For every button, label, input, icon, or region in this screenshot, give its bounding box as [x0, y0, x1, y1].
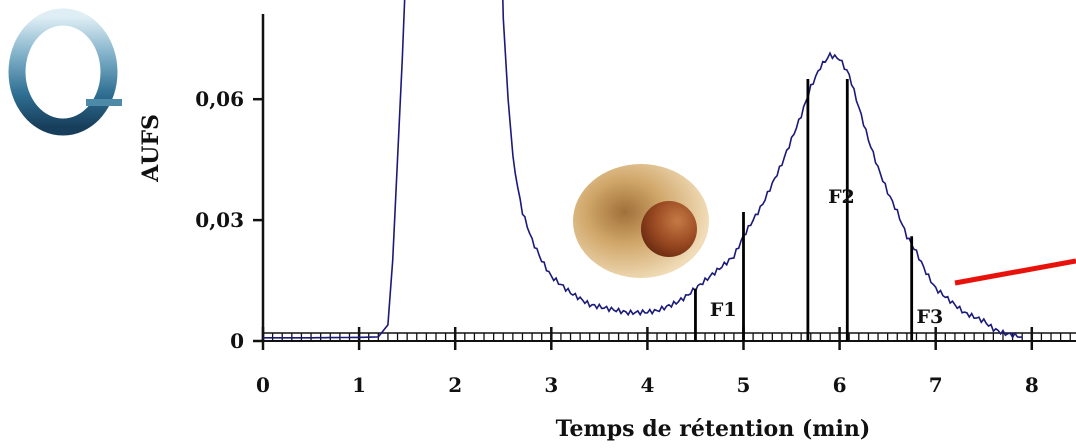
x-tick-label: 4	[640, 373, 654, 397]
x-tick-label: 7	[929, 373, 943, 397]
x-tick-label: 3	[544, 373, 558, 397]
y-tick-label: 0	[230, 329, 244, 353]
red-arrow-icon	[954, 258, 1076, 286]
x-tick-label: 0	[256, 373, 270, 397]
fraction-markers: F1 F2 F3	[694, 79, 943, 341]
x-axis-title: Temps de rétention (min)	[556, 416, 871, 442]
y-ticks: 0 0,03 0,06	[195, 87, 263, 353]
y-tick-label: 0,06	[195, 87, 244, 111]
cell-icon	[573, 164, 709, 278]
x-tick-label: 6	[833, 373, 847, 397]
fraction-label: F1	[710, 299, 737, 321]
y-axis-title: AUFS	[138, 114, 164, 183]
ring-logo-icon	[8, 8, 122, 136]
x-ticks: 0 1 2 3 4 5 6 7 8	[256, 327, 1039, 397]
fraction-label: F3	[916, 306, 943, 328]
trace-line	[263, 0, 1023, 339]
x-tick-label: 2	[448, 373, 462, 397]
fraction-label: F2	[828, 186, 855, 208]
y-tick-label: 0,03	[195, 208, 244, 232]
x-tick-label: 5	[737, 373, 751, 397]
x-tick-label: 8	[1025, 373, 1039, 397]
minor-ticks	[262, 333, 1071, 341]
x-tick-label: 1	[352, 373, 366, 397]
